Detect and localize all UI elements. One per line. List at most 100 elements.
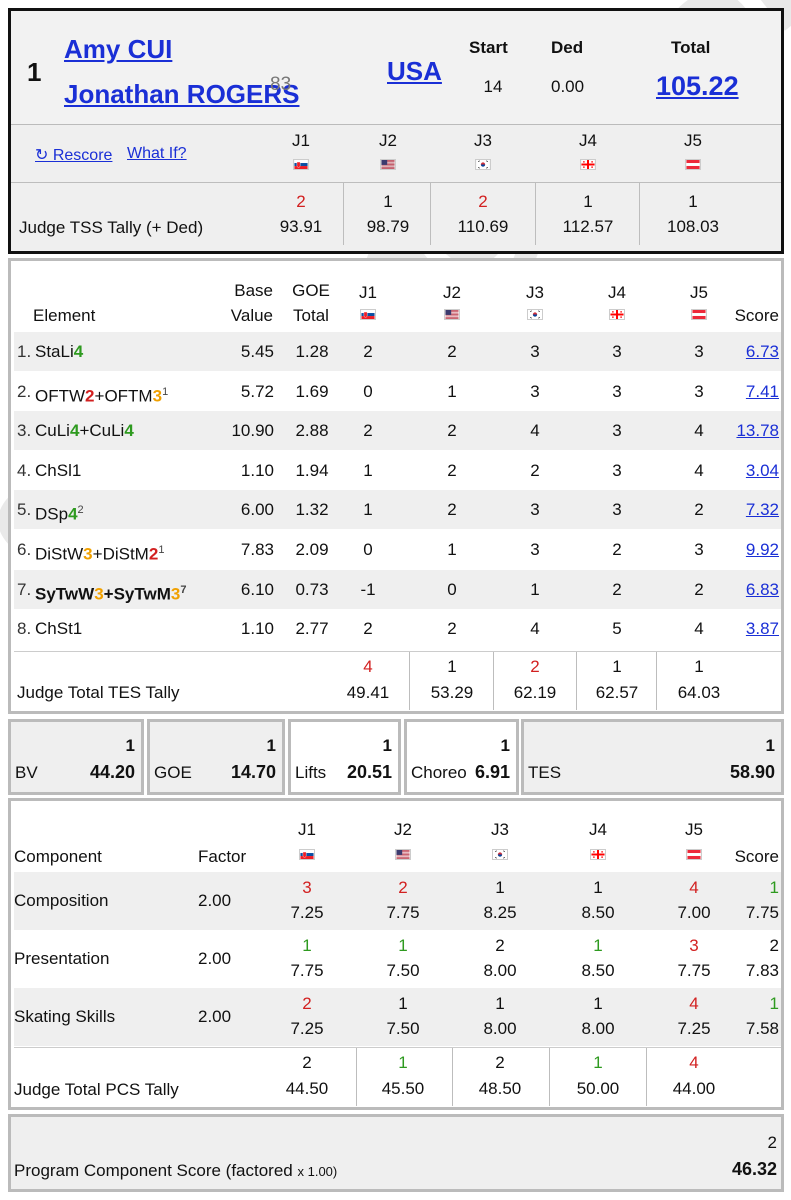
element-code-part: 4: [69, 421, 80, 441]
tes-tally-score: 62.19: [513, 683, 557, 702]
tes-tally-rank: 4: [363, 657, 373, 676]
component-name: Presentation: [14, 949, 110, 968]
element-code: ChSl1: [35, 461, 81, 481]
goe-total: 0.73: [295, 579, 329, 599]
element-note-marker: 7: [180, 583, 187, 596]
summary-box-bv: 1 BV 44.20: [8, 719, 144, 795]
country-link[interactable]: USA: [387, 56, 442, 86]
element-score-link[interactable]: 3.87: [745, 619, 779, 639]
base-value: 1.10: [240, 619, 274, 639]
judge-goe: 0: [447, 579, 457, 599]
element-score-link[interactable]: 6.73: [745, 342, 779, 361]
skater-2-link[interactable]: Jonathan ROGERS: [64, 79, 300, 109]
summary-rank: 1: [382, 736, 392, 755]
judge-goe: 3: [530, 540, 540, 559]
element-note-marker: 2: [77, 504, 84, 517]
summary-rank: 1: [500, 736, 510, 755]
slovakia-flag: [293, 159, 309, 170]
component-judge-mark: 7.75: [290, 961, 324, 980]
component-column-header: Component: [14, 847, 102, 866]
element-score-link[interactable]: 6.83: [745, 579, 779, 599]
pcs-tally-rank: 2: [302, 1053, 312, 1072]
header-judge-label: J4: [579, 131, 597, 150]
element-number: 7.: [17, 579, 32, 599]
element-code: ChSt1: [35, 619, 82, 639]
component-judge-mark: 8.50: [581, 961, 615, 980]
element-code-part: 4: [124, 421, 134, 441]
judge-goe: 3: [694, 342, 704, 361]
element-score-link[interactable]: 9.92: [745, 540, 779, 559]
usa-flag: [444, 309, 460, 320]
goe-total: 2.77: [295, 619, 329, 639]
header-judge-label: J2: [379, 131, 397, 150]
total-label: Total: [671, 38, 711, 57]
component-name: Skating Skills: [14, 1007, 116, 1026]
element-row: 2. OFTW2+OFTM31 5.72 1.69 0 1 3 3 3 7.41: [14, 372, 781, 411]
tes-tally-rank: 1: [612, 657, 622, 676]
element-score-link[interactable]: 13.78: [736, 421, 779, 441]
element-code-part: ChSt1: [35, 619, 83, 639]
judge-goe: 1: [447, 540, 457, 559]
component-factor: 2.00: [198, 891, 232, 910]
element-note-marker: 1: [158, 544, 165, 556]
element-score-link[interactable]: 7.41: [745, 381, 779, 401]
element-code-part: 2: [85, 386, 95, 406]
element-code-part: ChSl1: [35, 460, 82, 480]
slovakia-flag: [299, 849, 315, 860]
summary-label: GOE: [154, 763, 192, 782]
component-score-rank: 2: [769, 936, 779, 955]
total-score-link[interactable]: 105.22: [656, 71, 739, 101]
component-judge-rank: 3: [689, 936, 699, 955]
pcs-tally-score: 50.00: [576, 1079, 620, 1098]
component-judge-rank: 1: [593, 994, 603, 1013]
header-judge-tss: 112.57: [562, 217, 614, 236]
base-value: 6.00: [240, 500, 274, 520]
summary-value: 6.91: [474, 762, 510, 782]
header-judge-label: J3: [474, 131, 492, 150]
summary-rank: 1: [125, 736, 135, 755]
judge-goe: 0: [363, 540, 373, 559]
judge-goe: 3: [612, 500, 622, 520]
pcs-score-column-header: Score: [734, 847, 779, 866]
component-score-rank: 1: [769, 994, 779, 1013]
rescore-link[interactable]: ↻ Rescore: [35, 147, 113, 164]
skater-1-link[interactable]: Amy CUI: [64, 34, 173, 64]
element-code-part: 3: [152, 386, 163, 406]
element-judge-header: J3: [526, 283, 544, 302]
judge-goe: 3: [530, 381, 540, 401]
goe-total: 1.69: [295, 381, 329, 401]
component-judge-rank: 1: [593, 936, 603, 955]
what-if-link[interactable]: What If?: [127, 145, 187, 162]
element-code-part: +DiStM: [92, 544, 149, 564]
summary-value: 20.51: [346, 762, 392, 782]
judge-goe: 3: [530, 342, 540, 361]
component-judge-header: J3: [491, 820, 509, 839]
component-judge-rank: 2: [398, 878, 408, 897]
component-judge-mark: 7.25: [290, 1019, 324, 1038]
element-number: 2.: [17, 381, 32, 401]
element-score-link[interactable]: 3.04: [745, 460, 779, 480]
usa-flag: [395, 849, 411, 860]
pcs-label-text: Program Component Score (factored: [14, 1161, 293, 1180]
element-number: 1.: [17, 342, 32, 361]
factor-column-header: Factor: [198, 847, 247, 866]
component-score-rank: 1: [769, 878, 779, 897]
goe-total: 2.88: [295, 421, 329, 441]
judge-goe: 2: [363, 421, 373, 441]
element-code: StaLi4: [35, 342, 83, 362]
component-judge-rank: 4: [689, 994, 699, 1013]
tes-tally-rank: 1: [447, 657, 457, 676]
start-label: Start: [469, 38, 508, 57]
header-judge-label: J5: [684, 131, 702, 150]
element-code-part: OFTW: [35, 386, 86, 406]
element-code-part: +SyTwM: [103, 584, 171, 604]
component-row: Composition 2.00 3 7.25 2 7.75 1 8.25 1 8.50 4 7.00…: [14, 872, 781, 930]
element-score-link[interactable]: 7.32: [745, 500, 779, 520]
judge-goe: 3: [694, 381, 704, 401]
element-number: 8.: [17, 619, 32, 639]
component-judge-mark: 7.50: [386, 961, 420, 980]
component-judge-mark: 8.25: [483, 903, 517, 922]
judge-goe: 2: [363, 342, 373, 361]
judge-goe: 3: [612, 381, 622, 401]
component-judge-rank: 1: [398, 936, 408, 955]
